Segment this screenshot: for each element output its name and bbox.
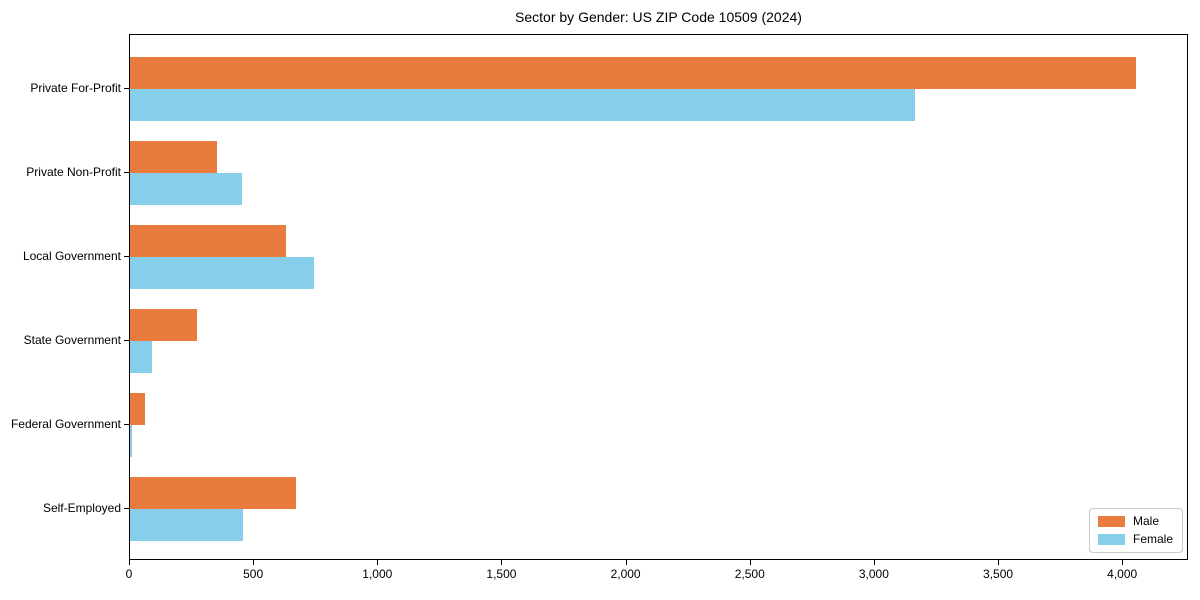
bar-female-federal-government bbox=[130, 425, 133, 457]
x-tick-label-2-000: 2,000 bbox=[610, 567, 641, 581]
legend-swatch-female bbox=[1098, 534, 1125, 545]
y-tick-mark bbox=[124, 88, 129, 89]
x-tick-mark bbox=[501, 560, 503, 565]
legend-item-male: Male bbox=[1098, 515, 1174, 528]
bar-male-local-government bbox=[130, 225, 287, 257]
x-tick-mark bbox=[873, 560, 875, 565]
y-tick-label-private-non-profit: Private Non-Profit bbox=[26, 165, 121, 179]
x-tick-label-3-500: 3,500 bbox=[983, 567, 1014, 581]
bar-female-state-government bbox=[130, 341, 153, 373]
x-tick-label-1-500: 1,500 bbox=[486, 567, 517, 581]
bar-female-private-for-profit bbox=[130, 89, 915, 121]
legend: Male Female bbox=[1089, 508, 1183, 553]
x-tick-label-0: 0 bbox=[125, 567, 133, 581]
chart-title: Sector by Gender: US ZIP Code 10509 (202… bbox=[515, 9, 802, 25]
bar-male-state-government bbox=[130, 309, 198, 341]
x-tick-mark bbox=[998, 560, 1000, 565]
bar-male-self-employed bbox=[130, 477, 297, 509]
y-tick-mark bbox=[124, 172, 129, 173]
y-tick-mark bbox=[124, 508, 129, 509]
x-tick-mark bbox=[377, 560, 379, 565]
x-tick-mark bbox=[129, 560, 130, 565]
y-tick-label-state-government: State Government bbox=[23, 333, 121, 347]
bar-female-self-employed bbox=[130, 509, 243, 541]
legend-label-male: Male bbox=[1133, 514, 1160, 528]
legend-item-female: Female bbox=[1098, 533, 1174, 546]
bar-male-federal-government bbox=[130, 393, 145, 425]
y-tick-label-federal-government: Federal Government bbox=[10, 417, 121, 431]
x-tick-mark bbox=[1122, 560, 1124, 565]
x-tick-mark bbox=[749, 560, 751, 565]
y-tick-mark bbox=[124, 340, 129, 341]
x-tick-label-2-500: 2,500 bbox=[734, 567, 765, 581]
legend-label-female: Female bbox=[1133, 532, 1174, 546]
bar-male-private-for-profit bbox=[130, 57, 1136, 89]
x-tick-label-1-000: 1,000 bbox=[362, 567, 393, 581]
x-tick-mark bbox=[253, 560, 255, 565]
x-tick-label-4-000: 4,000 bbox=[1107, 567, 1138, 581]
bar-male-private-non-profit bbox=[130, 141, 217, 173]
y-tick-label-self-employed: Self-Employed bbox=[42, 501, 121, 515]
y-tick-label-local-government: Local Government bbox=[22, 249, 121, 263]
y-tick-label-private-for-profit: Private For-Profit bbox=[30, 81, 121, 95]
x-tick-mark bbox=[625, 560, 627, 565]
y-tick-mark bbox=[124, 424, 129, 425]
plot-area bbox=[129, 34, 1188, 560]
legend-swatch-male bbox=[1098, 516, 1125, 527]
x-tick-label-3-000: 3,000 bbox=[858, 567, 889, 581]
x-tick-label-500: 500 bbox=[243, 567, 264, 581]
bar-female-local-government bbox=[130, 257, 314, 289]
bar-female-private-non-profit bbox=[130, 173, 242, 205]
y-tick-mark bbox=[124, 256, 129, 257]
